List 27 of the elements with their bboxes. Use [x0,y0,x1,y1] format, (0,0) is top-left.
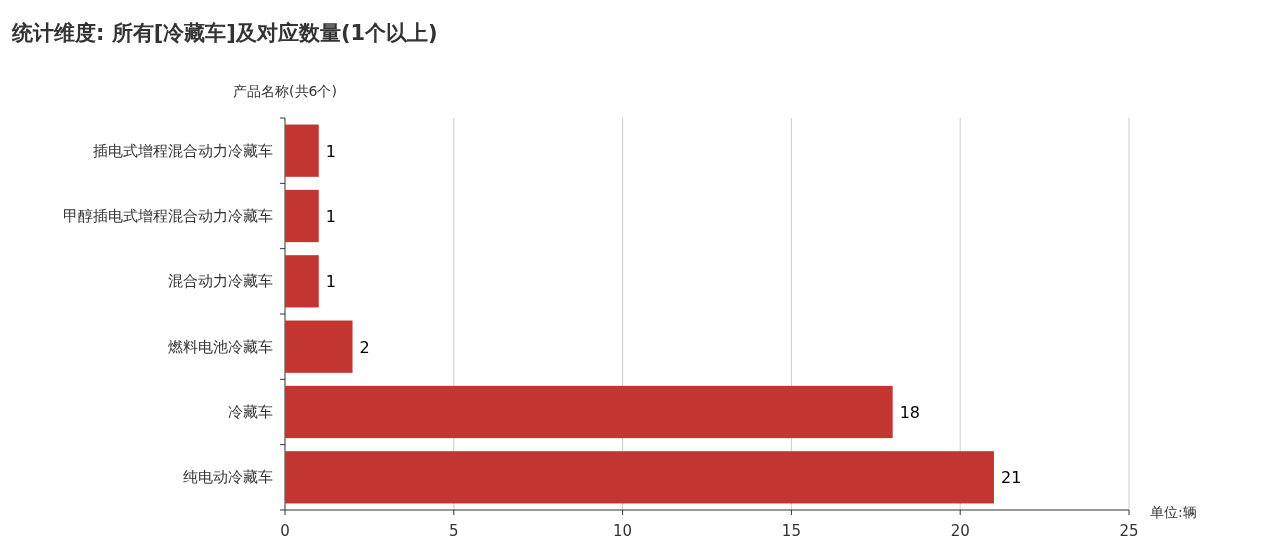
y-axis-title: 产品名称(共6个) [233,83,337,99]
x-tick-label: 10 [613,522,633,540]
y-tick-label: 纯电动冷藏车 [183,468,273,487]
x-tick-label: 20 [950,522,970,540]
data-label: 21 [1000,468,1022,488]
bar [285,320,353,373]
y-tick-label: 混合动力冷藏车 [168,272,273,291]
bar [285,255,319,308]
y-tick-label: 冷藏车 [228,403,273,421]
bar [285,189,319,243]
bar [285,451,994,504]
data-label: 1 [325,272,336,292]
data-label: 1 [325,207,336,226]
data-label: 18 [899,403,921,422]
y-tick-label: 燃料电池冷藏车 [168,337,273,356]
x-tick-label: 5 [449,522,459,540]
x-tick-label: 0 [280,522,290,540]
data-label: 1 [325,141,336,161]
x-axis-title: 单位:辆 [1150,504,1197,520]
x-tick-label: 25 [1119,522,1139,540]
bar [285,124,319,177]
bar [285,385,893,439]
data-label: 2 [359,337,370,357]
x-tick-label: 15 [781,522,801,540]
chart-title: 统计维度: 所有[冷藏车]及对应数量(1个以上) [11,21,438,45]
y-tick-label: 插电式增程混合动力冷藏车 [93,141,273,160]
y-tick-label: 甲醇插电式增程混合动力冷藏车 [63,207,273,225]
